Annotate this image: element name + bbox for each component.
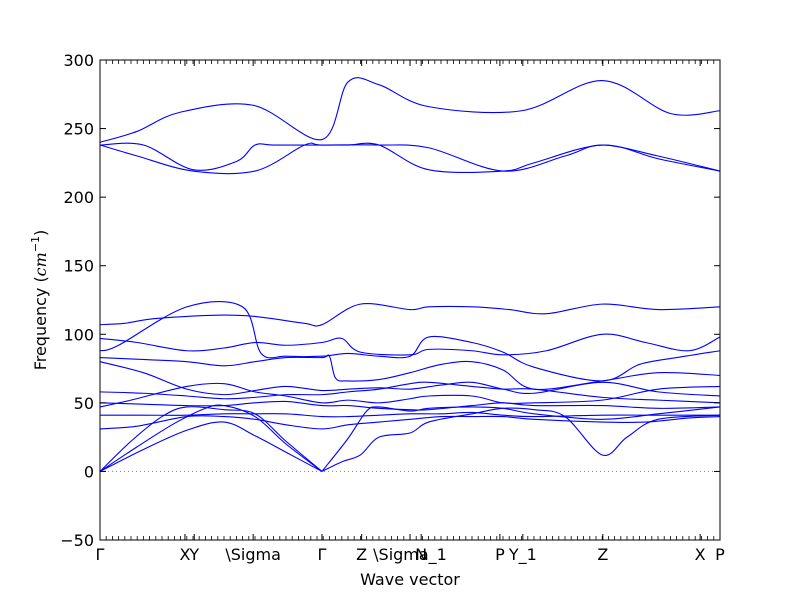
y-axis-label-suffix: ) [31, 230, 50, 236]
band-lines [99, 77, 721, 472]
band-line-1 [99, 77, 721, 143]
x-tick-label: Γ [317, 545, 326, 564]
y-tick-label: 300 [63, 51, 94, 70]
band-line-4 [99, 303, 721, 327]
x-tick-label: X [179, 545, 190, 564]
y-axis-label: Frequency (cm−1) [29, 230, 50, 371]
band-line-13 [99, 415, 721, 430]
x-tick-label: P [715, 545, 725, 564]
x-tick-label: Y_1 [508, 545, 537, 565]
band-line-5 [99, 333, 721, 356]
x-tick-label: Y [188, 545, 199, 564]
band-line-15 [99, 404, 323, 472]
band-line-8 [99, 361, 721, 397]
x-tick-label: Γ [96, 545, 105, 564]
y-tick-label: 250 [63, 120, 94, 139]
band-line-17 [321, 407, 721, 472]
x-tick-label: P [495, 545, 505, 564]
band-line-9 [99, 381, 721, 404]
y-tick-label: 100 [63, 325, 94, 344]
band-line-18 [321, 406, 721, 472]
x-tick-label: N [415, 545, 427, 564]
y-axis-label-unit-exponent: −1 [29, 236, 42, 252]
y-axis-label-unit: cm [31, 252, 50, 276]
y-axis-ticks: −50 0 50 100 150 200 250 300 [60, 51, 720, 550]
x-axis-label: Wave vector [360, 570, 460, 589]
plot-area [100, 60, 720, 540]
x-tick-label: \Sigma_1 [373, 545, 447, 565]
y-tick-label: 200 [63, 188, 94, 207]
band-line-3 [99, 142, 721, 173]
y-tick-label: −50 [60, 531, 94, 550]
x-tick-label: Z [597, 545, 608, 564]
y-axis-label-prefix: Frequency ( [31, 276, 50, 370]
x-tick-label: \Sigma [225, 545, 281, 564]
band-line-10 [99, 382, 721, 408]
y-tick-label: 0 [84, 462, 94, 481]
band-line-16 [99, 421, 323, 472]
x-axis-ticks: Γ XY \Sigma Γ Z \Sigma_1N P Y_1 Z X P [96, 60, 725, 565]
band-line-14 [99, 406, 323, 472]
y-tick-label: 50 [74, 394, 94, 413]
x-tick-label: X [695, 545, 706, 564]
y-tick-label: 150 [63, 257, 94, 276]
x-tick-label: Z [356, 545, 367, 564]
plot-background [100, 60, 720, 540]
